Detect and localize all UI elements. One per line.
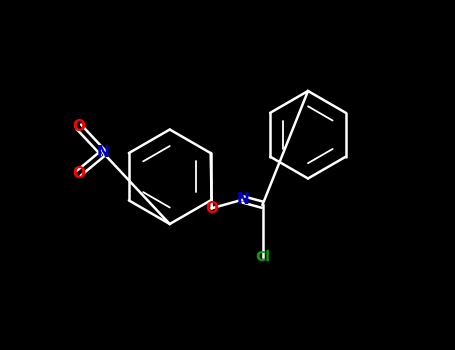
Text: Cl: Cl [255, 250, 270, 264]
Text: N: N [237, 192, 250, 207]
Text: O: O [72, 119, 85, 134]
Text: O: O [205, 201, 218, 216]
Text: O: O [72, 166, 85, 181]
Text: N: N [97, 146, 110, 160]
